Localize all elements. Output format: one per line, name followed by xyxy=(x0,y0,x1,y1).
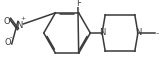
Text: N: N xyxy=(16,21,23,30)
Text: +: + xyxy=(20,16,26,21)
Text: O: O xyxy=(4,17,10,26)
Text: F: F xyxy=(76,0,81,8)
Text: N: N xyxy=(135,29,141,37)
Text: N: N xyxy=(99,29,105,37)
Text: -: - xyxy=(10,35,13,41)
Text: —: — xyxy=(156,30,159,36)
Text: O: O xyxy=(4,38,11,47)
